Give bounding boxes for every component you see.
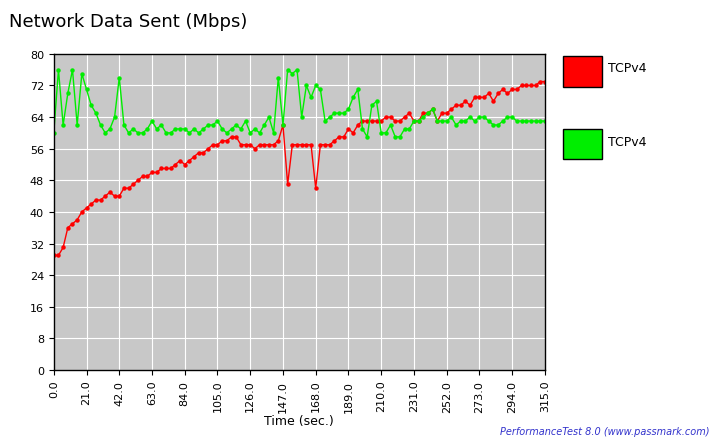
Text: TCPv4: TCPv4 [608, 61, 647, 74]
Text: TCPv4: TCPv4 [608, 136, 647, 149]
Text: Network Data Sent (Mbps): Network Data Sent (Mbps) [9, 13, 247, 31]
X-axis label: Time (sec.): Time (sec.) [265, 414, 334, 427]
Text: PerformanceTest 8.0 (www.passmark.com): PerformanceTest 8.0 (www.passmark.com) [500, 426, 710, 436]
